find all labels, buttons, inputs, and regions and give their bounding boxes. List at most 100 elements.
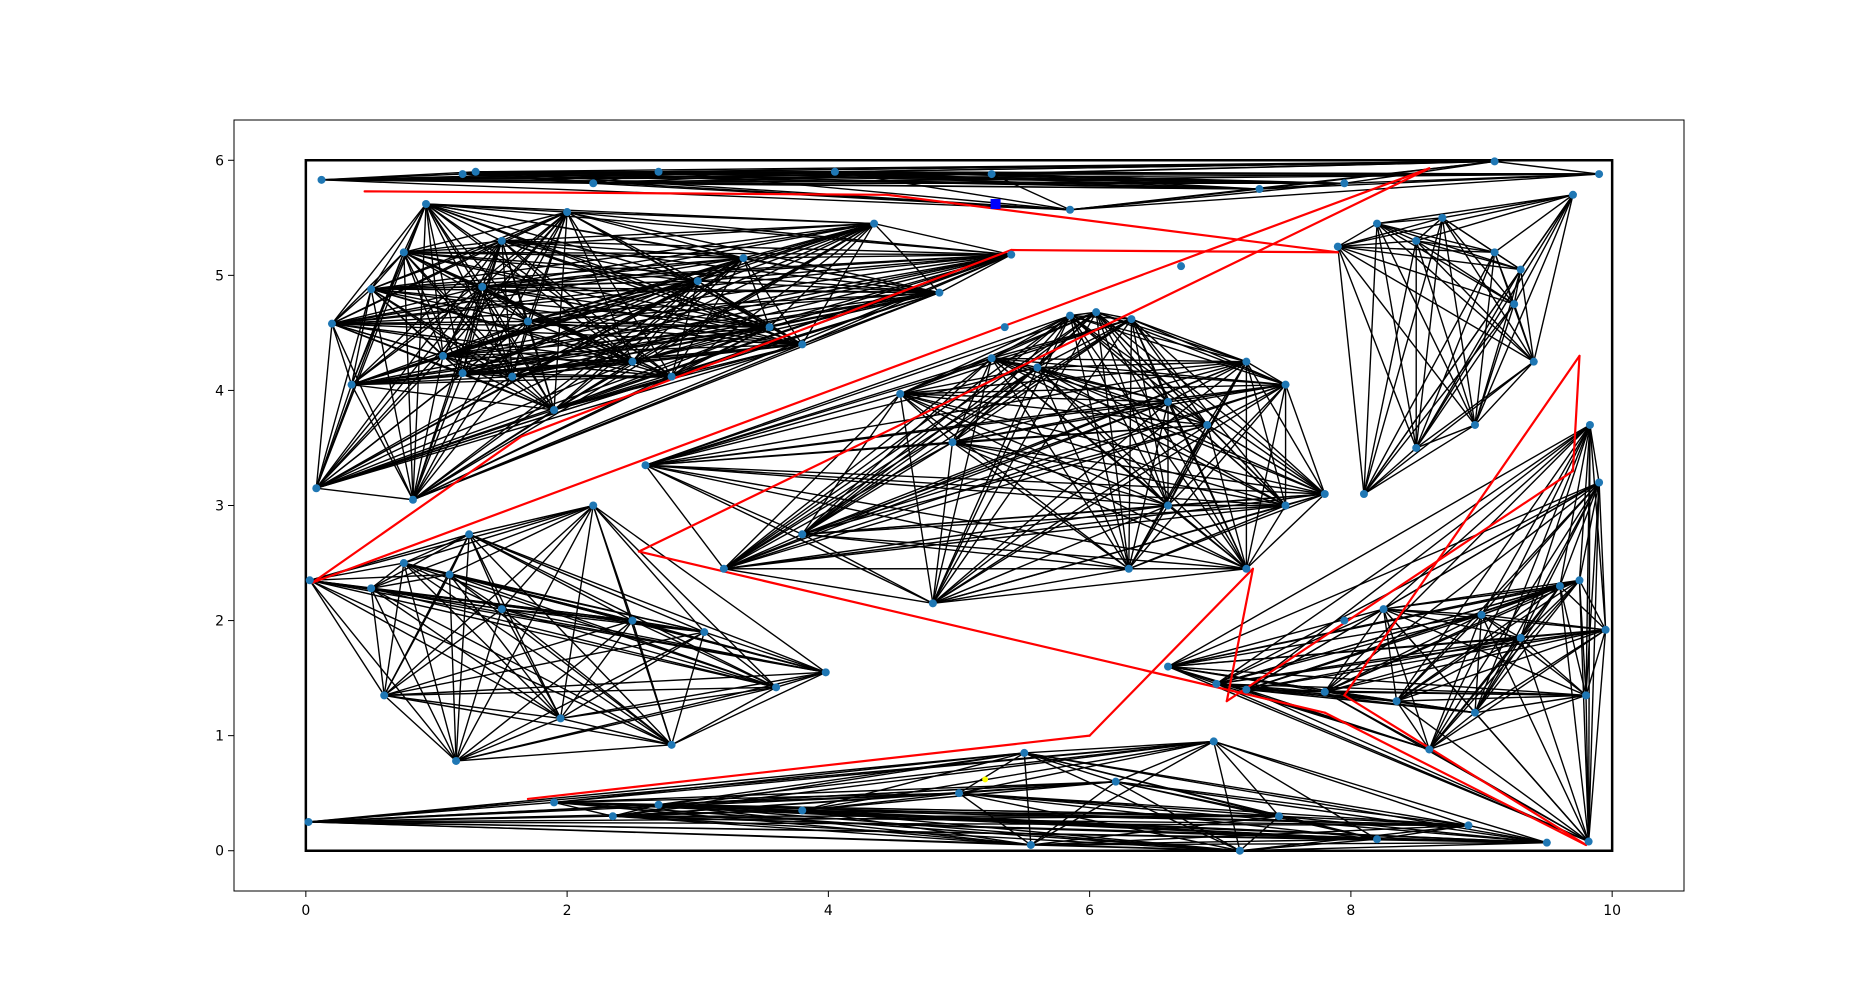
- roadmap-edge: [425, 203, 770, 328]
- roadmap-edge: [553, 801, 1240, 852]
- roadmap-edge: [1278, 815, 1378, 840]
- roadmap-edge: [501, 608, 562, 719]
- roadmap-edge: [425, 203, 444, 356]
- roadmap-node: [628, 616, 637, 625]
- roadmap-edge: [1024, 752, 1241, 852]
- roadmap-edge: [449, 504, 594, 576]
- roadmap-edge: [315, 288, 372, 489]
- roadmap-edge: [834, 171, 1071, 211]
- roadmap-node: [1320, 687, 1329, 696]
- roadmap-edge: [1428, 585, 1561, 750]
- roadmap-node: [1373, 219, 1382, 228]
- roadmap-edge: [1474, 194, 1574, 426]
- roadmap-edge: [560, 631, 705, 719]
- roadmap-edge: [1376, 222, 1521, 271]
- roadmap-edge: [1239, 815, 1280, 852]
- roadmap-edge: [1415, 424, 1476, 449]
- roadmap-edge: [511, 376, 555, 411]
- roadmap-edge: [1245, 361, 1287, 506]
- roadmap-node: [1412, 236, 1421, 245]
- roadmap-edge: [468, 533, 503, 610]
- roadmap-edge: [412, 291, 940, 501]
- x-tick-label: 2: [563, 903, 572, 919]
- x-tick-label: 0: [301, 903, 310, 919]
- roadmap-edge: [1213, 741, 1241, 851]
- path-segment: [1343, 354, 1581, 697]
- roadmap-edge: [1442, 194, 1574, 219]
- roadmap-edge: [1494, 251, 1522, 271]
- roadmap-node: [1333, 242, 1342, 251]
- roadmap-edge: [1069, 311, 1097, 317]
- roadmap-node: [523, 317, 532, 326]
- roadmap-node: [870, 219, 879, 228]
- roadmap-edge: [1069, 314, 1247, 363]
- roadmap-edge: [1376, 223, 1476, 426]
- roadmap-edge: [671, 671, 827, 746]
- roadmap-edge: [991, 173, 1071, 211]
- roadmap-edge: [553, 257, 744, 411]
- roadmap-edge: [383, 608, 503, 696]
- roadmap-edge: [1396, 482, 1600, 702]
- roadmap-edge: [612, 815, 1547, 844]
- roadmap-edge: [1396, 700, 1430, 750]
- roadmap-edge: [991, 173, 1260, 190]
- roadmap-node: [305, 576, 314, 585]
- roadmap-edge: [1428, 614, 1483, 750]
- roadmap-edge: [315, 323, 333, 489]
- roadmap-edge: [315, 222, 875, 489]
- roadmap-node: [439, 351, 448, 360]
- roadmap-edge: [1377, 838, 1547, 844]
- roadmap-edge: [991, 357, 1130, 570]
- roadmap-node: [1242, 564, 1251, 573]
- roadmap-edge: [1598, 482, 1607, 630]
- path-segment: [526, 734, 1091, 801]
- roadmap-edge: [1167, 665, 1217, 685]
- y-tick-label: 2: [215, 614, 224, 630]
- roadmap-node: [719, 564, 728, 573]
- roadmap-node: [896, 389, 905, 398]
- roadmap-edge: [1415, 252, 1496, 449]
- roadmap-node: [1340, 616, 1349, 625]
- roadmap-edge: [952, 441, 1286, 507]
- roadmap-edge: [1030, 841, 1547, 846]
- roadmap-edge: [316, 487, 414, 501]
- roadmap-edge: [501, 608, 826, 674]
- roadmap-edge: [802, 384, 1286, 535]
- roadmap-edge: [425, 203, 503, 242]
- roadmap-edge: [1578, 580, 1590, 842]
- roadmap-edge: [351, 375, 672, 386]
- roadmap-node: [304, 817, 313, 826]
- y-tick-label: 0: [215, 844, 224, 860]
- roadmap-node: [408, 495, 417, 504]
- roadmap-node: [1177, 262, 1186, 271]
- roadmap-edge: [448, 574, 562, 719]
- roadmap-edge: [704, 631, 826, 674]
- roadmap-edge: [1520, 579, 1580, 639]
- roadmap-edge: [1095, 311, 1247, 570]
- roadmap-edge: [309, 579, 385, 696]
- roadmap-edge: [1474, 361, 1535, 426]
- roadmap-edge: [1481, 614, 1522, 639]
- roadmap-node: [399, 248, 408, 257]
- roadmap-node: [550, 405, 559, 414]
- roadmap-node: [821, 668, 830, 677]
- roadmap-edge: [644, 464, 725, 570]
- roadmap-edge: [1441, 217, 1476, 426]
- roadmap-node: [1092, 308, 1101, 317]
- roadmap-edge: [1520, 637, 1590, 842]
- roadmap-edge: [723, 424, 1208, 570]
- roadmap-edge: [958, 780, 1116, 794]
- roadmap-edge: [1513, 194, 1574, 305]
- roadmap-edge: [1474, 303, 1515, 426]
- roadmap-edge: [316, 291, 940, 489]
- roadmap-edge: [462, 253, 1012, 374]
- roadmap-edge: [468, 533, 777, 688]
- roadmap-edge: [723, 384, 1286, 570]
- roadmap-edge: [1337, 246, 1417, 449]
- roadmap-node: [654, 800, 663, 809]
- roadmap-edge: [501, 240, 513, 377]
- roadmap-node: [693, 277, 702, 286]
- roadmap-node: [1601, 625, 1610, 634]
- roadmap-edge: [697, 280, 803, 345]
- roadmap-node: [1020, 748, 1029, 757]
